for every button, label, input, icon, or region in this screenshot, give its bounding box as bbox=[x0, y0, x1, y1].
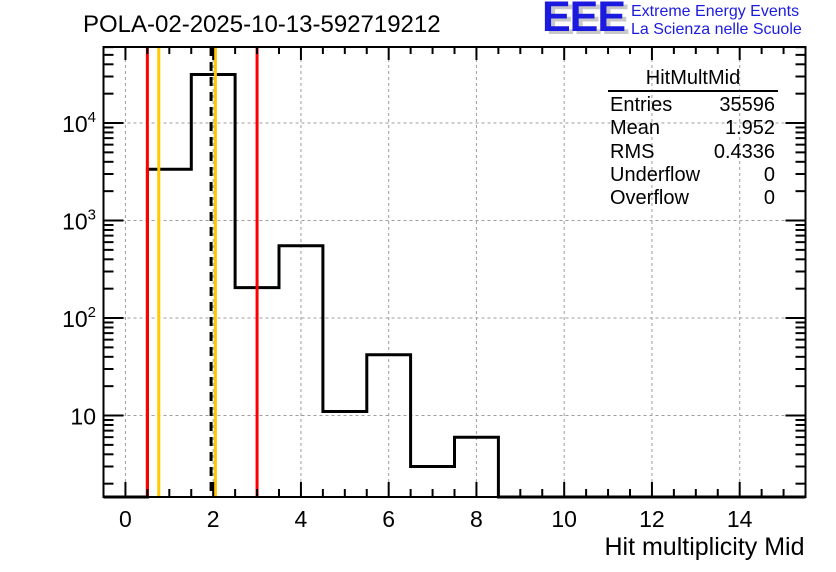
axis-ticks bbox=[103, 46, 806, 497]
stats-row-entries: Entries 35596 bbox=[608, 94, 778, 117]
stats-value: 0.4336 bbox=[713, 140, 775, 163]
stats-value: 35596 bbox=[719, 94, 775, 116]
svg-text:14: 14 bbox=[727, 506, 753, 532]
svg-text:102: 102 bbox=[62, 304, 96, 332]
stats-row-mean: Mean 1.952 bbox=[608, 117, 778, 140]
page-title: POLA-02-2025-10-13-592719212 bbox=[83, 11, 441, 38]
stats-label: Entries bbox=[610, 94, 673, 116]
stats-row-rms: RMS 0.4336 bbox=[608, 141, 778, 164]
stats-value: 0 bbox=[763, 163, 775, 186]
stats-rows: Entries 35596 Mean 1.952 RMS 0.4336 Unde… bbox=[608, 92, 778, 210]
stats-value: 1.952 bbox=[724, 117, 775, 140]
svg-text:4: 4 bbox=[295, 506, 308, 532]
svg-text:0: 0 bbox=[119, 506, 132, 532]
stats-box: HitMultMid Entries 35596 Mean 1.952 RMS … bbox=[608, 68, 778, 210]
stats-label: Underflow bbox=[610, 163, 701, 186]
x-tick-labels: 0 2 4 6 8 10 12 14 bbox=[119, 506, 753, 532]
svg-text:8: 8 bbox=[470, 506, 483, 532]
stats-title: HitMultMid bbox=[608, 68, 778, 92]
svg-text:104: 104 bbox=[62, 109, 96, 137]
stats-row-overflow: Overflow 0 bbox=[608, 187, 778, 210]
eee-logo-acronym: EEE bbox=[542, 0, 626, 41]
svg-text:10: 10 bbox=[551, 506, 577, 532]
eee-logo-text: Extreme Energy Events La Scienza nelle S… bbox=[631, 3, 831, 39]
stats-row-underflow: Underflow 0 bbox=[608, 164, 778, 187]
y-tick-labels: 10 102 103 104 bbox=[62, 109, 96, 430]
svg-text:103: 103 bbox=[62, 207, 96, 235]
stats-label: Mean bbox=[610, 117, 661, 140]
svg-text:6: 6 bbox=[382, 506, 395, 532]
grid-lines bbox=[103, 47, 806, 497]
stats-value: 0 bbox=[763, 187, 775, 210]
svg-text:10: 10 bbox=[70, 404, 96, 430]
svg-text:2: 2 bbox=[207, 506, 220, 532]
marker-lines bbox=[145, 47, 259, 497]
stats-label: RMS bbox=[610, 140, 655, 163]
svg-text:12: 12 bbox=[639, 506, 665, 532]
eee-logo-line1: Extreme Energy Events bbox=[631, 3, 800, 20]
x-axis-title: Hit multiplicity Mid bbox=[604, 533, 804, 561]
stats-label: Overflow bbox=[610, 187, 689, 210]
eee-logo-line2: La Scienza nelle Scuole bbox=[631, 21, 802, 38]
